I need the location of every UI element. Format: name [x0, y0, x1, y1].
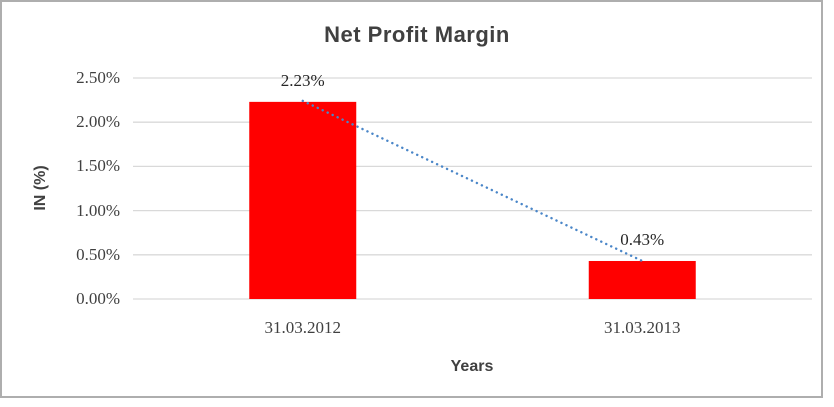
chart-title: Net Profit Margin — [324, 22, 510, 47]
y-tick-label: 0.00% — [76, 289, 120, 308]
x-category-label: 31.03.2013 — [604, 318, 681, 337]
trendline — [301, 99, 644, 263]
data-label: 2.23% — [280, 70, 325, 90]
bar-31.03.2012 — [249, 101, 357, 299]
bar-31.03.2013 — [588, 260, 696, 299]
chart-border — [0, 0, 823, 398]
y-tick-label: 2.50% — [76, 68, 120, 87]
data-label: 0.43% — [620, 229, 665, 249]
y-tick-label: 1.50% — [76, 156, 120, 176]
y-tick-label: 2.00% — [76, 112, 120, 132]
y-tick-label: 0.50% — [76, 244, 120, 264]
x-axis-title: Years — [450, 358, 494, 375]
x-category-label: 31.03.2012 — [264, 318, 342, 337]
y-tick-label: 1.00% — [76, 200, 120, 220]
